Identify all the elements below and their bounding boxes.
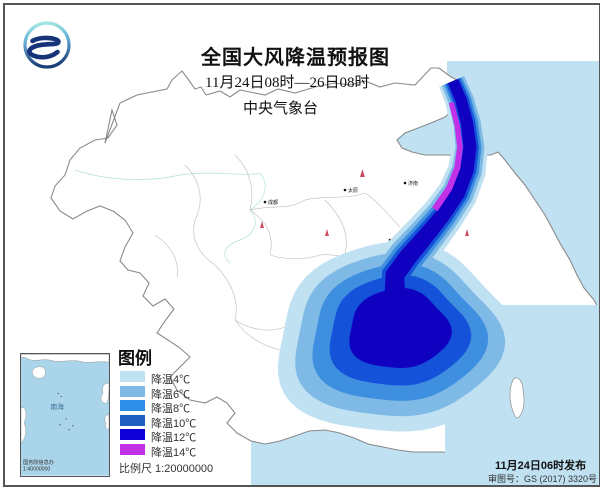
svg-text:国务院信息办: 国务院信息办 (23, 458, 54, 466)
svg-text:1:40000000: 1:40000000 (23, 467, 50, 473)
svg-text:济南: 济南 (408, 180, 418, 187)
svg-text:南海: 南海 (50, 402, 64, 411)
svg-text:太原: 太原 (348, 187, 358, 194)
svg-text:成都: 成都 (268, 199, 278, 206)
